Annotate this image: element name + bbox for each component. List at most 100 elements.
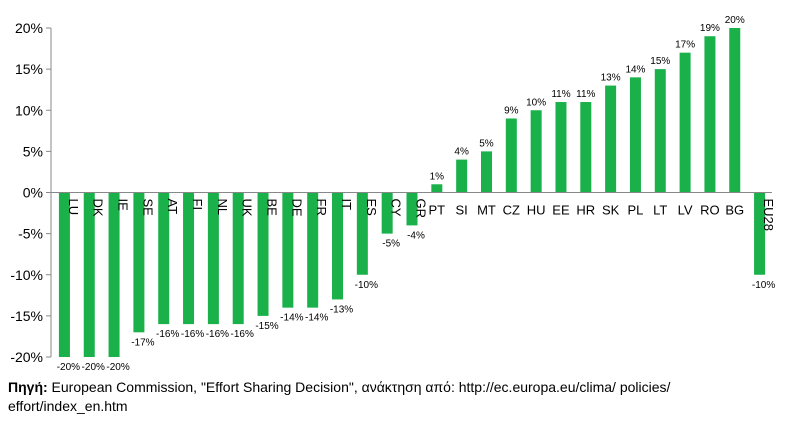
bar bbox=[729, 28, 741, 193]
category-label: IT bbox=[339, 199, 354, 211]
value-labels: -20% -20% -20%-17%-16% -16% -16% -16%-15%-14%… bbox=[57, 15, 776, 373]
chart-canvas: 20% 15% 10% 5% 0% -5% -10% -15% -20% LU DK IE SE AT F… bbox=[10, 15, 776, 373]
data-label: 14% bbox=[625, 64, 645, 75]
data-label: -16% bbox=[206, 329, 229, 340]
bar bbox=[555, 102, 567, 193]
category-label: PT bbox=[429, 203, 446, 218]
data-label: 4% bbox=[454, 147, 469, 158]
category-label: PL bbox=[627, 203, 643, 218]
category-label: GR bbox=[414, 199, 429, 219]
data-label: -16% bbox=[181, 329, 204, 340]
data-label: 19% bbox=[700, 23, 720, 34]
bar bbox=[754, 192, 766, 275]
category-label: CY bbox=[389, 199, 404, 217]
category-label: EU28 bbox=[761, 199, 776, 232]
bar bbox=[406, 192, 418, 226]
y-tick-label: 5% bbox=[23, 143, 43, 159]
bar bbox=[605, 85, 617, 193]
y-tick-label: -5% bbox=[18, 226, 43, 242]
bar bbox=[431, 184, 443, 193]
data-label: 15% bbox=[650, 56, 670, 67]
category-label: EE bbox=[552, 203, 570, 218]
data-label: 11% bbox=[576, 89, 595, 100]
data-label: -17% bbox=[131, 337, 154, 348]
bar bbox=[679, 52, 691, 193]
data-label: -20% bbox=[106, 362, 129, 373]
data-label: -4% bbox=[407, 230, 425, 241]
bar bbox=[356, 192, 368, 275]
category-label: LT bbox=[653, 203, 667, 218]
data-label: -10% bbox=[752, 280, 775, 291]
data-label: -20% bbox=[57, 362, 80, 373]
y-tick-label: 10% bbox=[15, 102, 43, 118]
y-axis: 20% 15% 10% 5% 0% -5% -10% -15% -20% bbox=[10, 20, 52, 365]
data-label: 9% bbox=[504, 105, 519, 116]
bar bbox=[530, 110, 542, 193]
bar bbox=[207, 192, 219, 325]
category-label: LU bbox=[66, 199, 81, 216]
bar bbox=[282, 192, 294, 308]
bar bbox=[704, 36, 716, 193]
data-label: 13% bbox=[601, 73, 621, 84]
bar bbox=[456, 159, 468, 193]
bar bbox=[108, 192, 120, 357]
bar bbox=[381, 192, 393, 234]
category-labels: LU DK IE SE AT FI NL UK BE DE FR IT ES CY GR PT SI MT CZ HU… bbox=[66, 199, 776, 232]
category-label: IE bbox=[116, 199, 131, 212]
category-label: LV bbox=[678, 203, 693, 218]
data-label: -13% bbox=[330, 304, 353, 315]
data-label: 20% bbox=[725, 15, 745, 26]
bar bbox=[629, 77, 641, 193]
category-label: AT bbox=[165, 199, 180, 215]
source-label: Πηγή: bbox=[8, 379, 48, 395]
y-tick-label: 20% bbox=[15, 20, 43, 36]
data-label: 10% bbox=[526, 97, 546, 108]
y-tick-label: -20% bbox=[10, 349, 43, 365]
bar bbox=[158, 192, 170, 325]
data-label: -15% bbox=[255, 321, 278, 332]
bar bbox=[257, 192, 269, 316]
category-label: DE bbox=[289, 199, 304, 217]
y-tick-label: -10% bbox=[10, 267, 43, 283]
category-label: FR bbox=[314, 199, 329, 216]
category-label: CZ bbox=[503, 203, 520, 218]
y-tick-label: -15% bbox=[10, 308, 43, 324]
y-tick-label: 15% bbox=[15, 61, 43, 77]
bar bbox=[332, 192, 344, 300]
bar bbox=[232, 192, 244, 325]
bar bbox=[133, 192, 145, 333]
bar bbox=[654, 69, 666, 193]
category-label: ES bbox=[364, 199, 379, 217]
data-label: 5% bbox=[479, 138, 494, 149]
data-label: 17% bbox=[675, 40, 695, 51]
category-label: SE bbox=[140, 199, 155, 217]
bar bbox=[580, 102, 592, 193]
source-text: European Commission, "Effort Sharing Dec… bbox=[8, 379, 671, 414]
category-label: FI bbox=[190, 199, 205, 211]
y-tick-label: 0% bbox=[23, 185, 43, 201]
category-label: HR bbox=[576, 203, 595, 218]
data-label: -16% bbox=[231, 329, 254, 340]
category-label: BE bbox=[265, 199, 280, 217]
bar bbox=[58, 192, 70, 357]
bar bbox=[183, 192, 195, 325]
category-label: SK bbox=[602, 203, 620, 218]
data-label: -5% bbox=[382, 239, 400, 250]
data-label: 1% bbox=[430, 171, 445, 182]
data-label: -14% bbox=[280, 313, 303, 324]
bar bbox=[307, 192, 319, 308]
bar-chart: 20% 15% 10% 5% 0% -5% -10% -15% -20% LU DK IE SE AT F… bbox=[10, 15, 776, 373]
category-label: UK bbox=[240, 199, 255, 217]
data-label: -14% bbox=[305, 313, 328, 324]
category-label: HU bbox=[527, 203, 546, 218]
data-label: -10% bbox=[355, 280, 378, 291]
bar bbox=[480, 151, 492, 193]
bar bbox=[83, 192, 95, 357]
source-note: Πηγή: European Commission, "Effort Shari… bbox=[8, 378, 788, 416]
data-label: -16% bbox=[156, 329, 179, 340]
category-label: MT bbox=[477, 203, 496, 218]
category-label: RO bbox=[700, 203, 720, 218]
data-label: -20% bbox=[82, 362, 105, 373]
data-label: 11% bbox=[551, 89, 570, 100]
category-label: SI bbox=[456, 203, 468, 218]
